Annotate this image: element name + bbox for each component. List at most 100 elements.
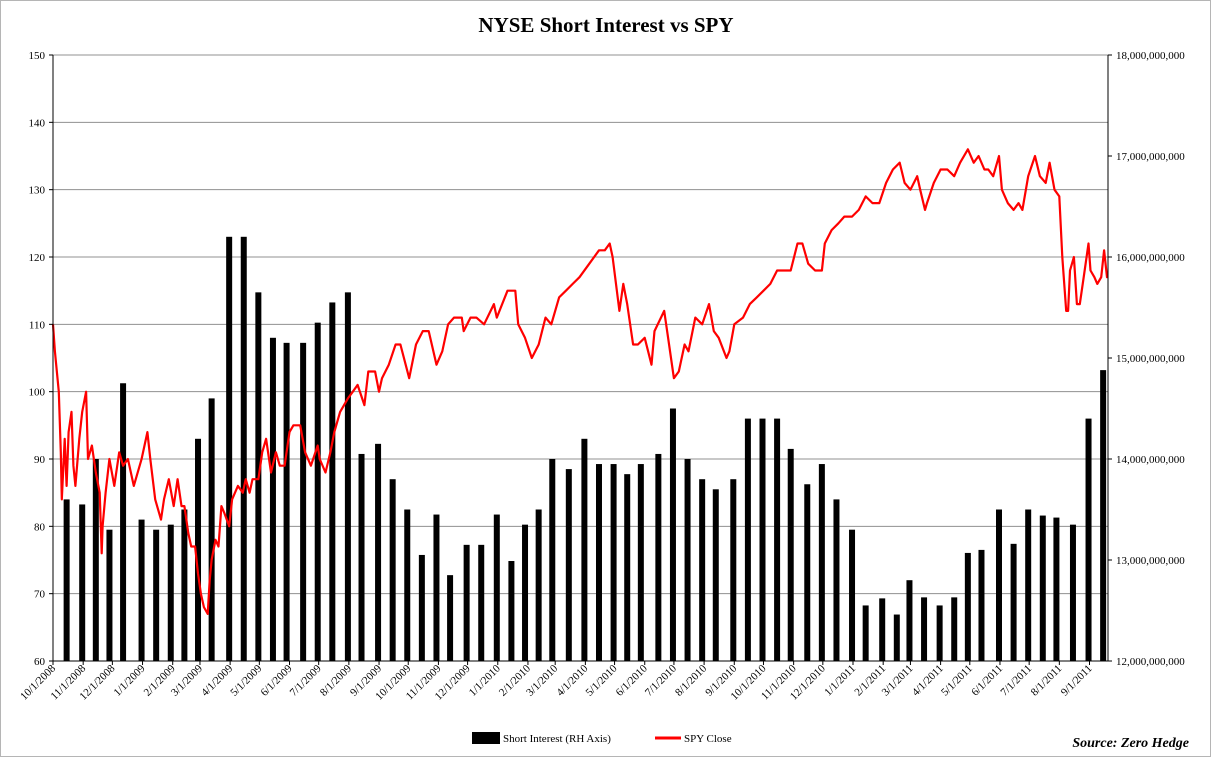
x-axis-ticks: 10/1/200811/1/200812/1/20081/1/20092/1/2… [18,661,1095,703]
left-tick-label: 130 [29,185,46,197]
left-tick-label: 90 [34,454,46,466]
short-interest-bar [300,342,307,661]
short-interest-bar [240,236,247,662]
x-tick-label: 8/1/2009 [318,662,354,698]
short-interest-bar [893,614,900,661]
short-interest-bars [63,236,1107,662]
short-interest-bar [433,514,440,661]
short-interest-bar [138,519,145,661]
legend-label-short-interest: Short Interest (RH Axis) [503,733,611,745]
short-interest-bar [153,529,160,661]
short-interest-bar [195,438,202,661]
short-interest-bar [655,453,662,661]
x-tick-label: 1/1/2011 [822,663,858,699]
short-interest-bar [549,459,556,661]
short-interest-bar [375,443,382,661]
left-tick-label: 140 [29,117,46,129]
short-interest-bar [906,580,913,661]
short-interest-bar [92,459,99,661]
spy-close-line-group [51,148,1109,616]
short-interest-bar [181,509,188,661]
x-tick-label: 9/1/2011 [1059,663,1095,699]
right-tick-label: 14,000,000,000 [1116,454,1185,466]
short-interest-bar [565,469,572,661]
short-interest-bar [936,605,943,661]
short-interest-bar [818,464,825,661]
short-interest-bar [358,453,365,661]
left-tick-label: 150 [29,50,46,62]
short-interest-bar [1010,543,1017,661]
x-tick-label: 5/1/2011 [939,663,975,699]
spy-close-line [51,148,1109,616]
right-tick-label: 15,000,000,000 [1116,353,1185,365]
short-interest-bar [787,448,794,661]
x-tick-label: 7/1/2011 [998,663,1034,699]
short-interest-bar [447,575,454,661]
short-interest-bar [1039,515,1046,661]
right-tick-label: 12,000,000,000 [1116,656,1185,668]
short-interest-bar [329,302,336,661]
short-interest-bar [106,529,113,661]
left-tick-label: 80 [34,521,46,533]
legend-label-spy-close: SPY Close [684,733,732,745]
short-interest-bar [978,549,985,661]
short-interest-bar [804,484,811,661]
x-tick-label: 7/1/2010 [643,662,679,698]
short-interest-bar [167,524,174,661]
short-interest-bar [478,544,485,661]
short-interest-bar [712,489,719,661]
left-tick-label: 120 [29,252,46,264]
left-tick-label: 60 [34,656,46,668]
left-tick-label: 70 [34,589,46,601]
short-interest-bar [759,418,766,661]
right-tick-label: 17,000,000,000 [1116,151,1185,163]
short-interest-bar [744,418,751,661]
source-label: Source: Zero Hedge [1072,736,1189,751]
legend-swatch-short-interest [472,732,500,744]
right-axis-ticks: 12,000,000,000 13,000,000,000 14,000,000,0… [1108,50,1185,668]
short-interest-bar [610,464,617,661]
x-tick-label: 5/1/2010 [584,662,620,698]
x-tick-label: 1/1/2009 [112,662,148,698]
left-tick-label: 110 [29,319,46,331]
short-interest-bar [226,236,233,662]
short-interest-bar [730,479,737,661]
short-interest-bar [849,529,856,661]
short-interest-bar [389,479,396,661]
short-interest-bar [535,509,542,661]
x-tick-label: 6/1/2011 [969,663,1005,699]
x-tick-label: 7/1/2009 [288,662,324,698]
x-tick-label: 5/1/2009 [228,662,264,698]
short-interest-bar [283,342,290,661]
short-interest-bar [684,459,691,661]
short-interest-bar [314,322,321,661]
short-interest-bar [79,504,86,661]
short-interest-bar [951,597,958,661]
short-interest-bar [269,337,276,661]
short-interest-bar [1069,524,1076,661]
short-interest-bar [1053,517,1060,661]
short-interest-bar [418,554,425,661]
short-interest-bar [964,552,971,661]
chart-title: NYSE Short Interest vs SPY [478,13,733,37]
x-tick-label: 1/1/2010 [467,662,503,698]
short-interest-bar [833,499,840,661]
short-interest-bar [624,474,631,661]
short-interest-bar [493,514,500,661]
short-interest-bar [522,524,529,661]
short-interest-bar [669,408,676,661]
short-interest-bar [508,561,515,661]
short-interest-bar [208,398,215,661]
short-interest-bar [637,464,644,661]
short-interest-bar [463,544,470,661]
short-interest-bar [120,383,127,661]
short-interest-bar [344,292,351,661]
short-interest-bar [879,598,886,661]
short-interest-bar [63,499,70,661]
right-tick-label: 13,000,000,000 [1116,555,1185,567]
short-interest-bar [921,597,928,661]
x-tick-label: 8/1/2011 [1029,663,1065,699]
short-interest-bar [595,464,602,661]
